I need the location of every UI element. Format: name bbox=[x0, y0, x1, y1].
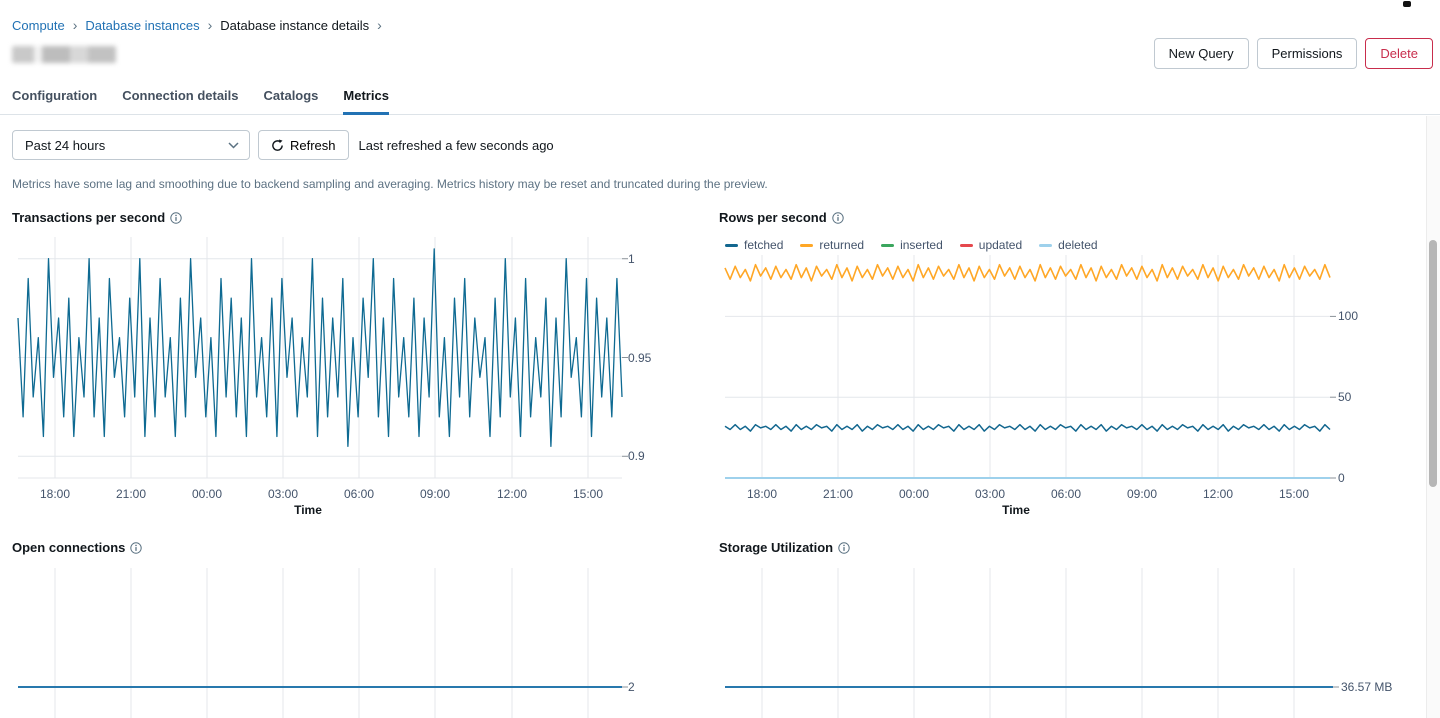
new-query-button[interactable]: New Query bbox=[1153, 38, 1249, 69]
x-axis-tick-label: 15:00 bbox=[1278, 487, 1310, 501]
chart-title-text: Open connections bbox=[12, 540, 126, 555]
x-axis-tick-label: 09:00 bbox=[419, 487, 451, 501]
delete-button[interactable]: Delete bbox=[1365, 38, 1433, 69]
x-axis-tick-label: 00:00 bbox=[191, 487, 223, 501]
tab-bar: Configuration Connection details Catalog… bbox=[0, 88, 1440, 115]
legend-item-fetched[interactable]: fetched bbox=[725, 238, 783, 252]
chart-title: Transactions per second bbox=[12, 210, 182, 225]
rows-legend: fetched returned inserted updated delete… bbox=[725, 238, 1098, 252]
info-icon[interactable] bbox=[831, 211, 844, 224]
breadcrumb-separator: › bbox=[207, 17, 213, 33]
x-axis-tick-label: 12:00 bbox=[1202, 487, 1234, 501]
legend-item-deleted[interactable]: deleted bbox=[1039, 238, 1098, 252]
page-actions: New Query Permissions Delete bbox=[1153, 38, 1433, 69]
updated-line-swatch bbox=[959, 243, 973, 247]
series-transactions bbox=[17, 248, 623, 448]
fetched-line-swatch bbox=[725, 243, 738, 247]
x-axis-tick-label: 03:00 bbox=[974, 487, 1006, 501]
chart-title: Open connections bbox=[12, 540, 143, 555]
legend-label: fetched bbox=[744, 238, 784, 252]
time-range-value: Past 24 hours bbox=[25, 137, 106, 153]
refresh-button[interactable]: Refresh bbox=[258, 130, 349, 160]
x-axis-title: Time bbox=[294, 503, 322, 517]
screen-artifact bbox=[1403, 1, 1411, 7]
legend-label: returned bbox=[819, 238, 865, 252]
chart-title-text: Storage Utilization bbox=[719, 540, 834, 555]
x-axis-tick-label: 06:00 bbox=[1050, 487, 1082, 501]
x-axis-tick-label: 12:00 bbox=[496, 487, 528, 501]
y-axis-tick-label: 1 bbox=[628, 251, 635, 266]
y-axis-tick-label: 0 bbox=[1338, 471, 1345, 485]
legend-label: inserted bbox=[900, 238, 943, 252]
y-axis-tick-label: 100 bbox=[1338, 309, 1359, 324]
legend-label: updated bbox=[978, 238, 1023, 252]
x-axis-tick-label: 00:00 bbox=[898, 487, 930, 501]
x-axis-tick-label: 18:00 bbox=[39, 487, 71, 501]
storage-utilization-plot[interactable] bbox=[725, 568, 1339, 718]
rows-plot[interactable] bbox=[724, 255, 1336, 479]
page-scrollbar-track[interactable] bbox=[1426, 116, 1440, 718]
series-returned bbox=[724, 263, 1331, 282]
legend-item-inserted[interactable]: inserted bbox=[881, 238, 943, 252]
info-icon[interactable] bbox=[130, 541, 143, 554]
refresh-icon bbox=[272, 139, 283, 151]
breadcrumb-separator: › bbox=[377, 17, 382, 33]
chart-title: Storage Utilization bbox=[719, 540, 850, 555]
tab-connection-details[interactable]: Connection details bbox=[122, 88, 239, 103]
breadcrumb-database-instances[interactable]: Database instances bbox=[85, 17, 200, 33]
tab-catalogs[interactable]: Catalogs bbox=[263, 88, 319, 103]
instance-name-redacted bbox=[12, 46, 116, 63]
metrics-notice: Metrics have some lag and smoothing due … bbox=[12, 177, 768, 191]
page-scrollbar-thumb[interactable] bbox=[1429, 240, 1437, 487]
legend-item-updated[interactable]: updated bbox=[959, 238, 1023, 252]
refresh-label: Refresh bbox=[290, 137, 336, 153]
info-icon[interactable] bbox=[170, 211, 182, 224]
x-axis-tick-label: 03:00 bbox=[267, 487, 299, 501]
x-axis-tick-label: 21:00 bbox=[115, 487, 147, 501]
x-axis-tick-label: 09:00 bbox=[1126, 487, 1158, 501]
chart-title: Rows per second bbox=[719, 210, 844, 225]
y-axis-tick-label: 50 bbox=[1338, 390, 1352, 405]
transactions-plot[interactable] bbox=[17, 237, 628, 479]
x-axis-tick-label: 06:00 bbox=[343, 487, 375, 501]
legend-label: deleted bbox=[1058, 238, 1098, 252]
x-axis-tick-label: 15:00 bbox=[572, 487, 604, 501]
chart-title-text: Transactions per second bbox=[12, 210, 166, 225]
x-axis-tick-label: 21:00 bbox=[822, 487, 854, 501]
y-axis-tick-label: 2 bbox=[628, 680, 635, 694]
x-axis-title: Time bbox=[1002, 503, 1030, 517]
rows-per-second-chart: Rows per second fetched returned inserte… bbox=[707, 208, 1417, 518]
returned-line-swatch bbox=[800, 243, 814, 247]
breadcrumb: Compute › Database instances › Database … bbox=[12, 17, 382, 33]
chart-title-text: Rows per second bbox=[719, 210, 827, 225]
inserted-line-swatch bbox=[881, 243, 895, 247]
breadcrumb-database-instance-details: Database instance details bbox=[220, 17, 370, 33]
breadcrumb-separator: › bbox=[72, 17, 78, 33]
deleted-line-swatch bbox=[1039, 243, 1053, 247]
y-axis-tick-label: 0.9 bbox=[628, 449, 645, 464]
y-axis-tick-label: 36.57 MB bbox=[1341, 680, 1393, 694]
transactions-per-second-chart: Transactions per second 1 0.95 0.9 18:00 21:… bbox=[0, 208, 660, 518]
breadcrumb-compute[interactable]: Compute bbox=[12, 17, 65, 33]
chevron-down-icon bbox=[228, 141, 239, 149]
storage-utilization-chart: Storage Utilization 36.57 MB bbox=[707, 538, 1417, 718]
series-fetched bbox=[724, 423, 1331, 432]
permissions-button[interactable]: Permissions bbox=[1256, 38, 1358, 69]
y-axis-tick-label: 0.95 bbox=[628, 350, 652, 365]
time-range-select[interactable]: Past 24 hours bbox=[12, 130, 250, 160]
metrics-controls: Past 24 hours Refresh Last refreshed a f… bbox=[12, 130, 554, 160]
tab-metrics[interactable]: Metrics bbox=[343, 88, 389, 115]
info-icon[interactable] bbox=[838, 541, 850, 554]
open-connections-chart: Open connections 2 bbox=[0, 538, 660, 718]
tab-configuration[interactable]: Configuration bbox=[12, 88, 98, 103]
last-refreshed-text: Last refreshed a few seconds ago bbox=[358, 137, 554, 153]
x-axis-tick-label: 18:00 bbox=[746, 487, 778, 501]
open-connections-plot[interactable] bbox=[18, 568, 628, 718]
legend-item-returned[interactable]: returned bbox=[800, 238, 864, 252]
